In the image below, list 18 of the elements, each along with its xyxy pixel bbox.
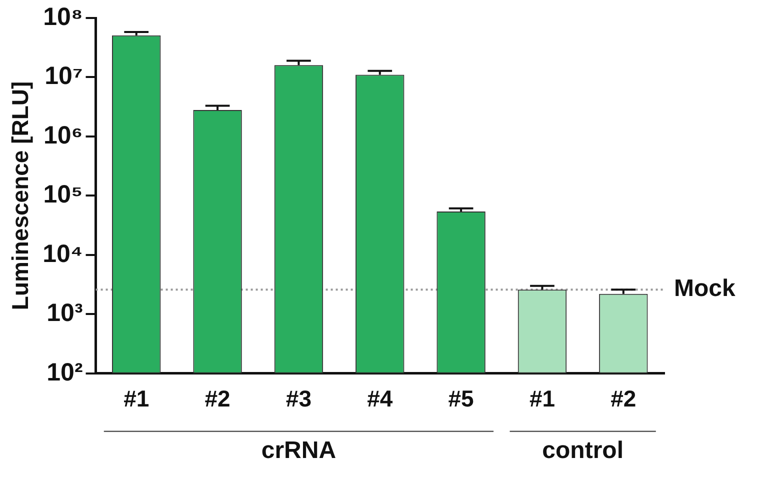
x-tick-label: #1 [124,386,150,412]
x-tick-label: #4 [367,386,393,412]
y-axis-title: Luminescence [RLU] [7,81,34,310]
ref-line-label: Mock [674,275,736,302]
y-tick-label: 10⁵ [43,180,83,209]
x-tick-label: #5 [448,386,474,412]
x-tick-label: #3 [286,386,312,412]
y-tick-label: 10⁶ [43,121,83,150]
text: crRNA [261,437,336,464]
y-tick-label: 10⁷ [44,62,83,90]
x-tick-label: #2 [204,386,230,412]
x-tick-label: #1 [529,386,556,412]
x-tick-label: #2 [610,386,636,412]
text: control [542,437,624,464]
y-tick-label: 10⁸ [43,2,83,31]
y-tick-label: 10³ [46,299,83,328]
y-tick-label: 10² [46,358,83,386]
y-tick-label: 10⁴ [42,240,83,268]
